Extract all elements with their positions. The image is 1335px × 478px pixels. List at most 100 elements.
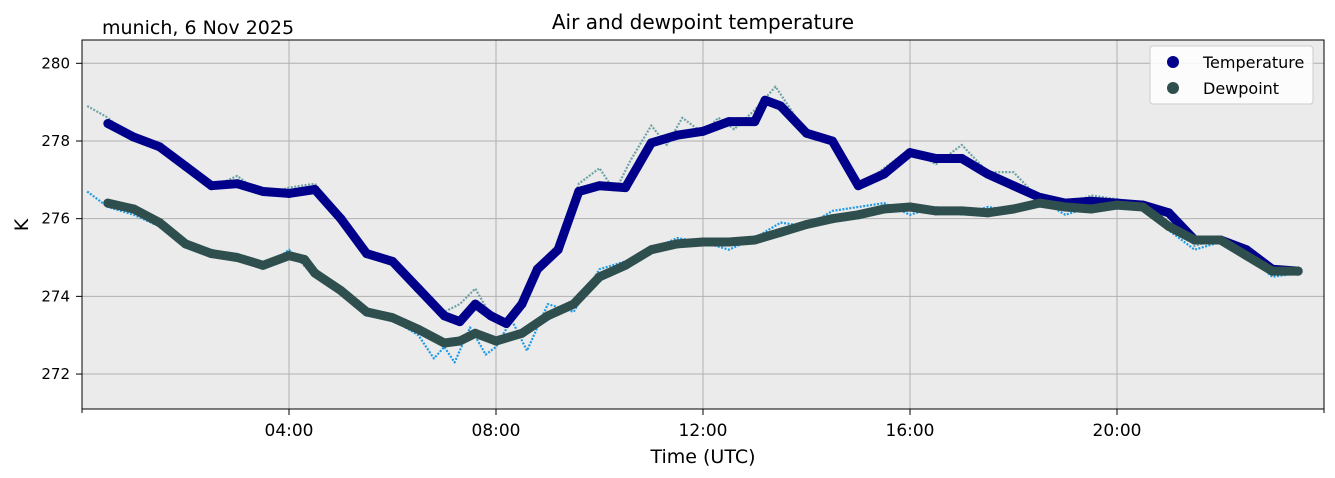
y-axis: 272 274 276 278 280 xyxy=(41,54,82,383)
dewpoint-point xyxy=(129,204,139,214)
dewpoint-point xyxy=(1086,204,1096,214)
x-tick-label: 08:00 xyxy=(472,421,521,441)
dewpoint-point xyxy=(724,237,734,247)
chart-subtitle: munich, 6 Nov 2025 xyxy=(102,17,294,39)
dewpoint-point xyxy=(455,336,465,346)
x-tick-label: 20:00 xyxy=(1093,421,1142,441)
temperature-point xyxy=(776,101,786,111)
x-tick-label: 04:00 xyxy=(265,421,314,441)
temperature-point xyxy=(620,183,630,193)
dewpoint-point xyxy=(595,272,604,282)
dewpoint-point xyxy=(931,206,941,216)
y-axis-label: K xyxy=(11,218,33,231)
temperature-point xyxy=(879,169,889,179)
temperature-point xyxy=(455,317,465,327)
temperature-point xyxy=(388,256,397,266)
dewpoint-point xyxy=(1060,202,1070,212)
dewpoint-point xyxy=(1164,221,1174,231)
temperature-point xyxy=(1009,181,1018,191)
temperature-point xyxy=(362,249,372,259)
x-tick-label: 16:00 xyxy=(886,421,935,441)
dewpoint-point xyxy=(300,255,309,264)
temperature-point xyxy=(532,264,542,274)
temperature-point xyxy=(181,161,190,171)
temperature-point xyxy=(1164,208,1174,218)
temperature-point xyxy=(1086,196,1096,206)
legend: Temperature Dewpoint xyxy=(1149,45,1314,105)
dewpoint-point xyxy=(413,324,423,334)
temperature-point xyxy=(517,299,527,309)
temperature-point xyxy=(760,95,770,105)
legend-marker-dewpoint xyxy=(1167,82,1179,94)
temperature-point xyxy=(129,132,139,142)
dewpoint-point xyxy=(1138,202,1148,212)
temperature-point xyxy=(103,119,113,128)
legend-marker-temperature xyxy=(1167,56,1179,68)
temperature-point xyxy=(206,181,216,191)
chart-title: Air and dewpoint temperature xyxy=(552,10,854,34)
temperature-point xyxy=(232,179,242,189)
dewpoint-point xyxy=(957,206,967,216)
dewpoint-point xyxy=(776,227,786,237)
y-tick-label: 274 xyxy=(41,287,70,305)
y-tick-label: 276 xyxy=(41,210,70,228)
legend-label-temperature: Temperature xyxy=(1202,53,1304,72)
dewpoint-point xyxy=(646,245,656,255)
temperature-raw-raw-line xyxy=(86,85,1299,325)
dewpoint-point xyxy=(310,268,320,278)
dewpoint-point xyxy=(543,311,553,321)
legend-label-dewpoint: Dewpoint xyxy=(1203,79,1279,98)
dewpoint-point xyxy=(1034,198,1044,208)
temperature-point xyxy=(574,187,584,196)
temperature-point xyxy=(310,185,320,194)
temperature-point xyxy=(486,311,496,321)
dewpoint-point xyxy=(439,338,449,348)
temperature-point xyxy=(553,245,563,255)
grid xyxy=(82,40,1324,409)
smoothed-series-group xyxy=(103,95,1303,348)
temperature-point xyxy=(439,311,449,321)
dewpoint-point xyxy=(232,253,242,262)
temperature-point xyxy=(413,284,423,294)
dewpoint-point xyxy=(388,313,397,323)
dewpoint-point xyxy=(698,237,708,247)
dewpoint-point xyxy=(362,307,372,317)
y-tick-label: 272 xyxy=(41,365,70,383)
temperature-point xyxy=(470,299,480,309)
dewpoint-point xyxy=(569,299,579,309)
temperature-point xyxy=(853,181,863,191)
dewpoint-point xyxy=(827,214,837,224)
dewpoint-point xyxy=(879,204,889,214)
temperature-point xyxy=(827,136,837,146)
dewpoint-point xyxy=(155,218,165,228)
dewpoint-point xyxy=(750,235,760,245)
dewpoint-point xyxy=(491,336,501,346)
legend-box xyxy=(1149,45,1314,105)
dewpoint-point xyxy=(470,328,480,338)
dewpoint-point xyxy=(1293,266,1303,276)
dewpoint-point xyxy=(206,249,216,259)
dewpoint-point xyxy=(620,260,630,270)
dewpoint-point xyxy=(1241,251,1251,261)
y-tick-label: 280 xyxy=(41,54,70,72)
temperature-point xyxy=(501,319,511,328)
dewpoint-point xyxy=(1267,266,1277,276)
temperature-point xyxy=(957,154,967,163)
dewpoint-point xyxy=(517,328,527,338)
temperature-point xyxy=(336,214,346,224)
dewpoint-point xyxy=(181,239,190,249)
temperature-point xyxy=(284,188,294,198)
temperature-point xyxy=(750,117,760,127)
x-axis-label: Time (UTC) xyxy=(649,446,755,468)
dewpoint-point xyxy=(1112,200,1122,210)
temperature-point xyxy=(983,169,993,179)
dewpoint-point xyxy=(284,251,294,261)
temperature-point xyxy=(672,130,682,140)
temperature-point xyxy=(905,148,915,158)
dewpoint-point xyxy=(258,260,268,270)
temperature-point xyxy=(155,142,165,152)
dewpoint-point xyxy=(1009,204,1018,214)
temperature-point xyxy=(258,187,268,196)
temperature-point xyxy=(698,126,708,136)
